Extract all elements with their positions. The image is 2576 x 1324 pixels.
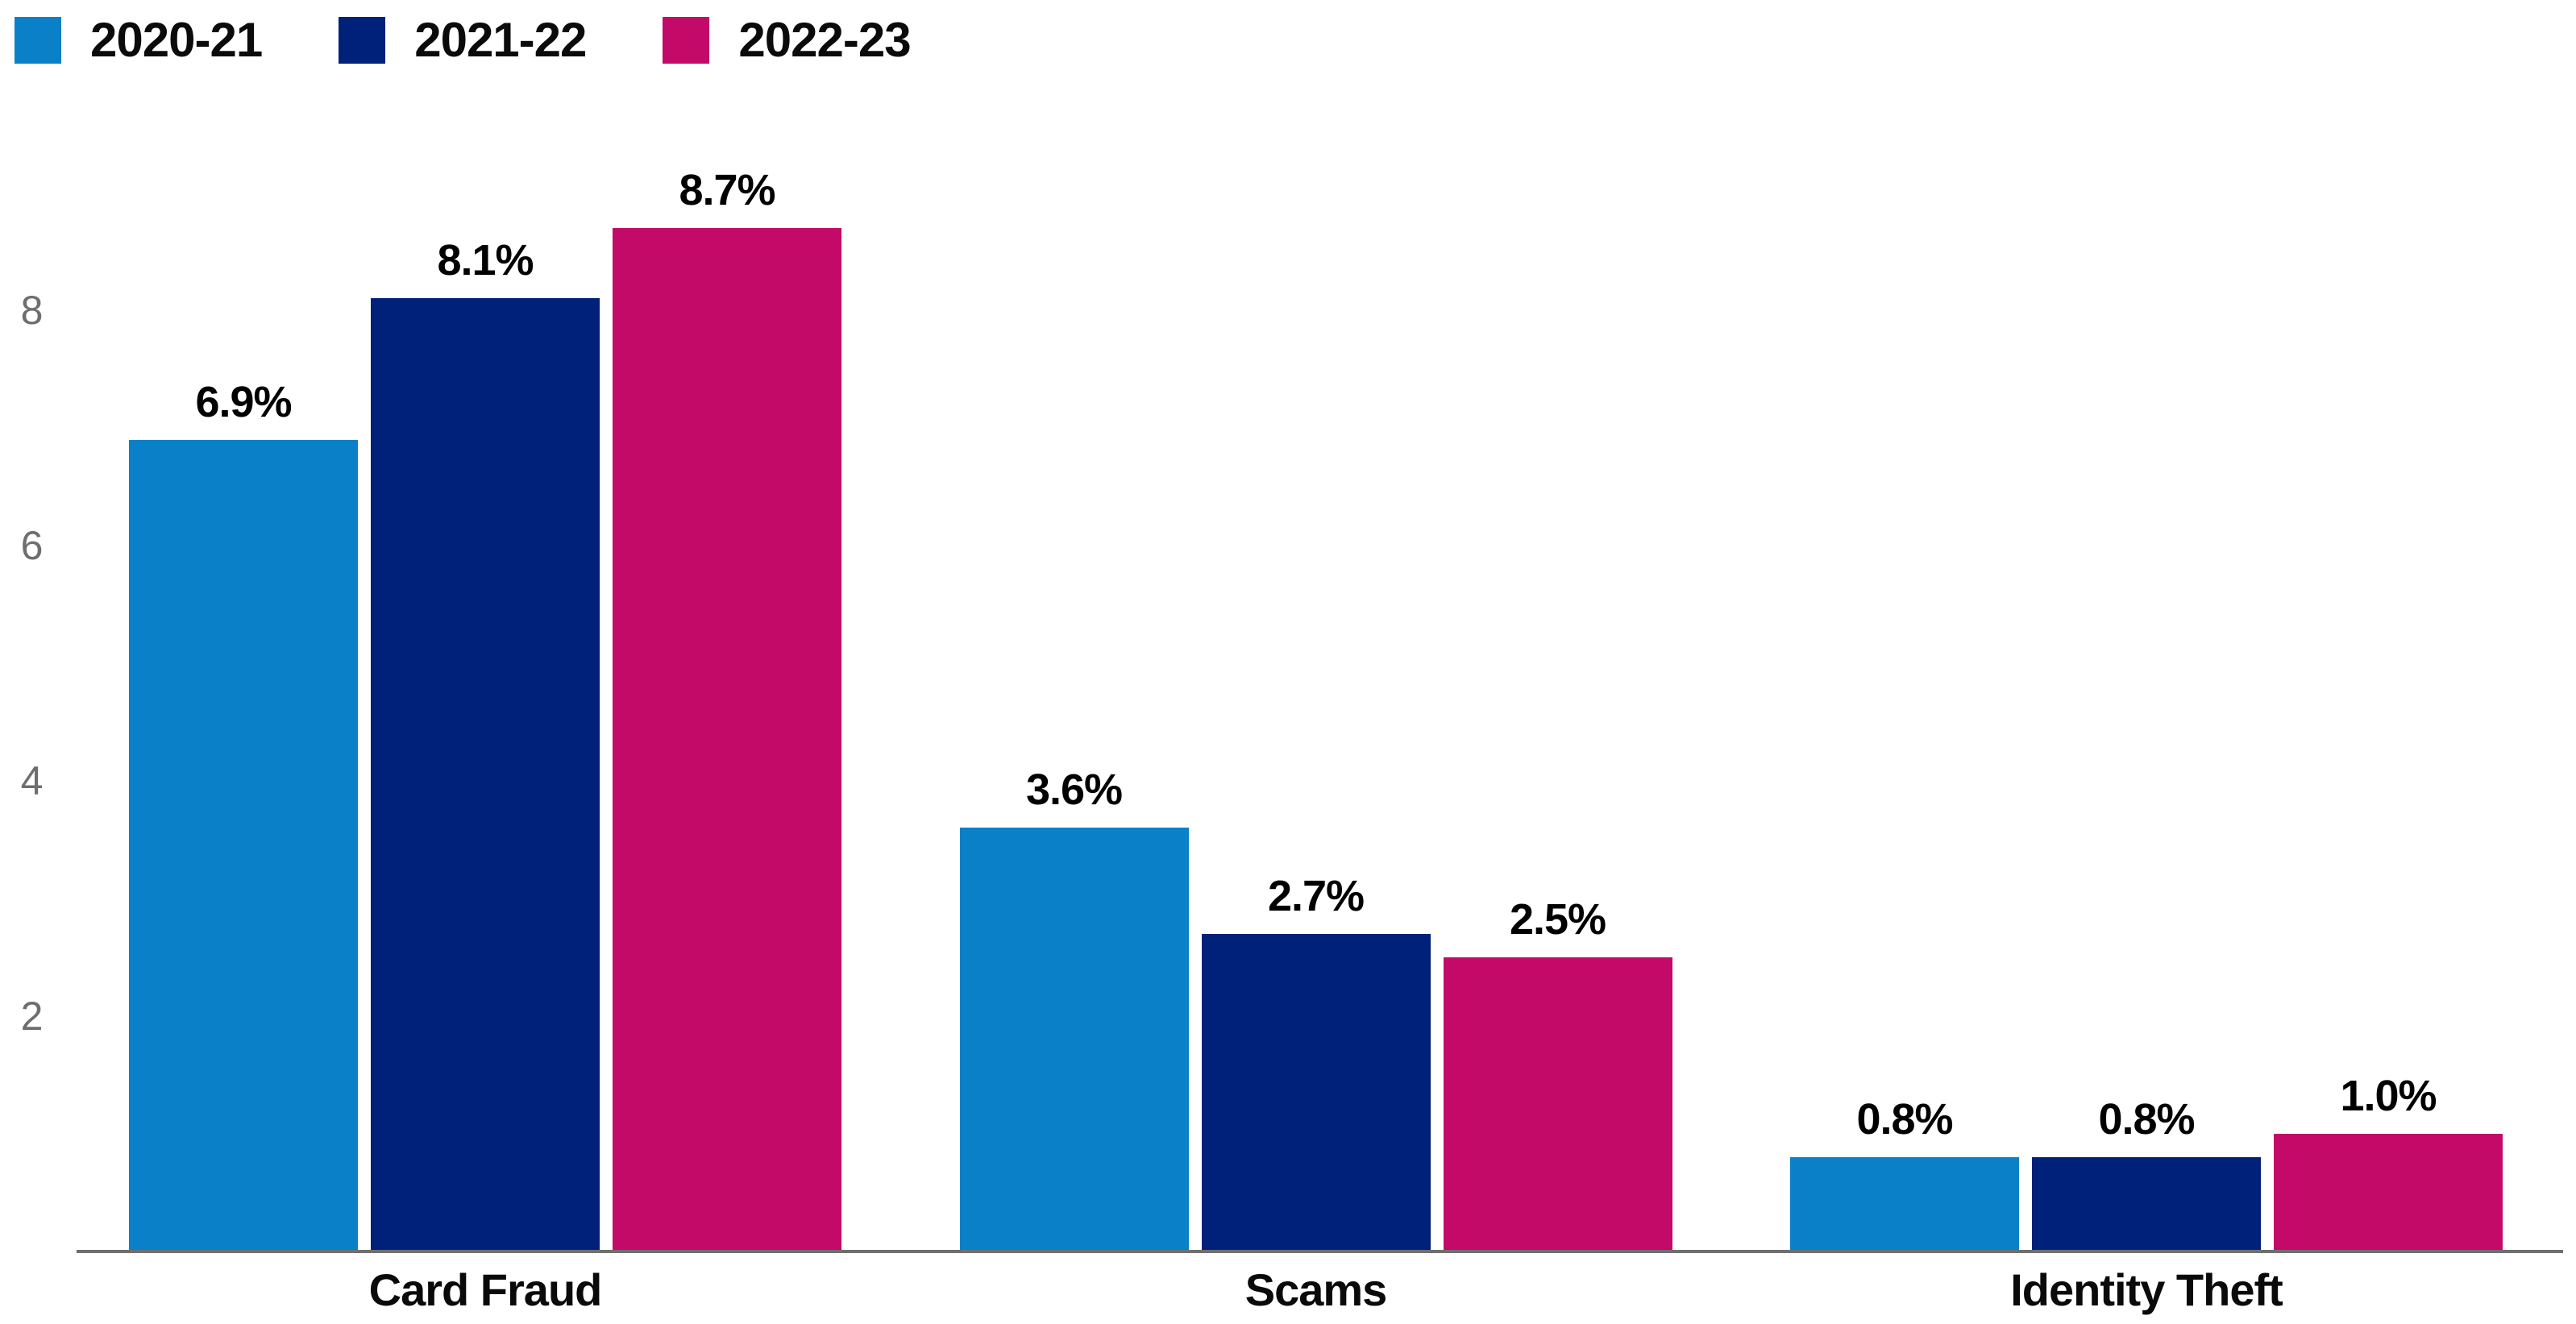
y-tick-label: 6 <box>20 523 44 568</box>
y-tick-label: 4 <box>20 758 44 803</box>
value-label: 0.8% <box>1856 1095 1953 1144</box>
legend: 2020-21 2021-22 2022-23 <box>15 13 912 67</box>
legend-label: 2021-22 <box>414 13 587 67</box>
legend-label: 2020-21 <box>90 13 263 67</box>
bar-2021-22-scams: 2.7% <box>1201 872 1431 1251</box>
value-label: 2.7% <box>1267 871 1365 920</box>
bar-group-identity-theft: 0.8% 0.8% 1.0% Identity Theft <box>1790 81 2503 1313</box>
bar-group-scams: 3.6% 2.7% 2.5% Scams <box>959 81 1672 1313</box>
bar-2021-22-card-fraud: 8.1% <box>371 236 600 1251</box>
category-label-card-fraud: Card Fraud <box>368 1264 603 1315</box>
legend-item-2022-23: 2022-23 <box>663 13 912 67</box>
y-tick-label: 8 <box>20 288 44 333</box>
category-label-identity-theft: Identity Theft <box>2010 1264 2283 1315</box>
legend-item-2021-22: 2021-22 <box>339 13 587 67</box>
value-label: 1.0% <box>2340 1071 2437 1120</box>
value-label: 2.5% <box>1509 894 1606 944</box>
category-label-scams: Scams <box>1244 1264 1388 1315</box>
bar-2020-21-scams: 3.6% <box>959 766 1189 1251</box>
bars-container: 6.9% 8.1% 8.7% Card Fraud 3.6% 2.7% 2.5% Scams 0… <box>81 81 2543 1313</box>
plot-area: 6.9% 8.1% 8.7% Card Fraud 3.6% 2.7% 2.5% Scams 0… <box>77 81 2563 1313</box>
value-label: 3.6% <box>1025 766 1123 815</box>
value-label: 0.8% <box>2098 1095 2195 1144</box>
bar-2022-23-identity-theft: 1.0% <box>2274 1072 2503 1251</box>
legend-swatch-2022-23 <box>663 17 710 64</box>
x-axis-line <box>77 1250 2563 1253</box>
bar-2021-22-identity-theft: 0.8% <box>2032 1095 2261 1251</box>
legend-swatch-2021-22 <box>339 17 386 64</box>
value-label: 6.9% <box>195 377 292 426</box>
bar-2020-21-identity-theft: 0.8% <box>1790 1095 2019 1251</box>
bar-2022-23-card-fraud: 8.7% <box>613 166 841 1251</box>
value-label: 8.1% <box>437 236 534 285</box>
bar-2020-21-card-fraud: 6.9% <box>129 378 358 1251</box>
legend-label: 2022-23 <box>738 13 911 67</box>
bar-group-card-fraud: 6.9% 8.1% 8.7% Card Fraud <box>129 81 841 1313</box>
value-label: 8.7% <box>679 165 775 214</box>
y-tick-label: 2 <box>20 994 44 1039</box>
legend-swatch-2020-21 <box>15 17 61 64</box>
bar-2022-23-scams: 2.5% <box>1443 895 1672 1251</box>
legend-item-2020-21: 2020-21 <box>15 13 263 67</box>
